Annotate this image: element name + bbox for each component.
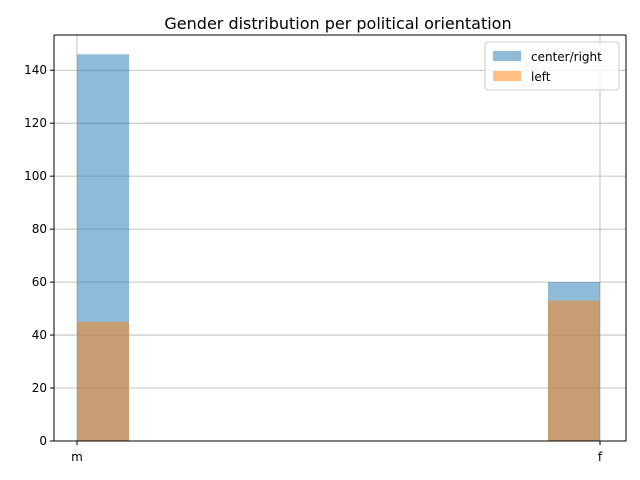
- y-tick-label: 0: [39, 434, 47, 448]
- x-tick-label: m: [71, 450, 83, 464]
- y-tick-label: 120: [24, 116, 47, 130]
- y-tick-label: 100: [24, 169, 47, 183]
- plot-frame: [53, 34, 627, 442]
- y-tick-label: 20: [32, 381, 47, 395]
- bar-left-m: [77, 321, 129, 441]
- y-tick-label: 80: [32, 222, 47, 236]
- legend-label: center/right: [531, 50, 602, 64]
- grid-lines: [54, 35, 626, 442]
- bars: [77, 54, 600, 441]
- y-axis: 0 20 40 60 80 100 120 140: [24, 63, 54, 448]
- bar-left-f: [548, 300, 600, 441]
- legend-swatch: [493, 51, 521, 61]
- x-tick-label: f: [598, 450, 603, 464]
- y-tick-label: 140: [24, 63, 47, 77]
- legend-label: left: [531, 70, 551, 84]
- y-tick-label: 60: [32, 275, 47, 289]
- y-tick-label: 40: [32, 328, 47, 342]
- legend: center/right left: [484, 41, 620, 91]
- chart-title: Gender distribution per political orient…: [164, 14, 511, 33]
- legend-swatch: [493, 71, 521, 81]
